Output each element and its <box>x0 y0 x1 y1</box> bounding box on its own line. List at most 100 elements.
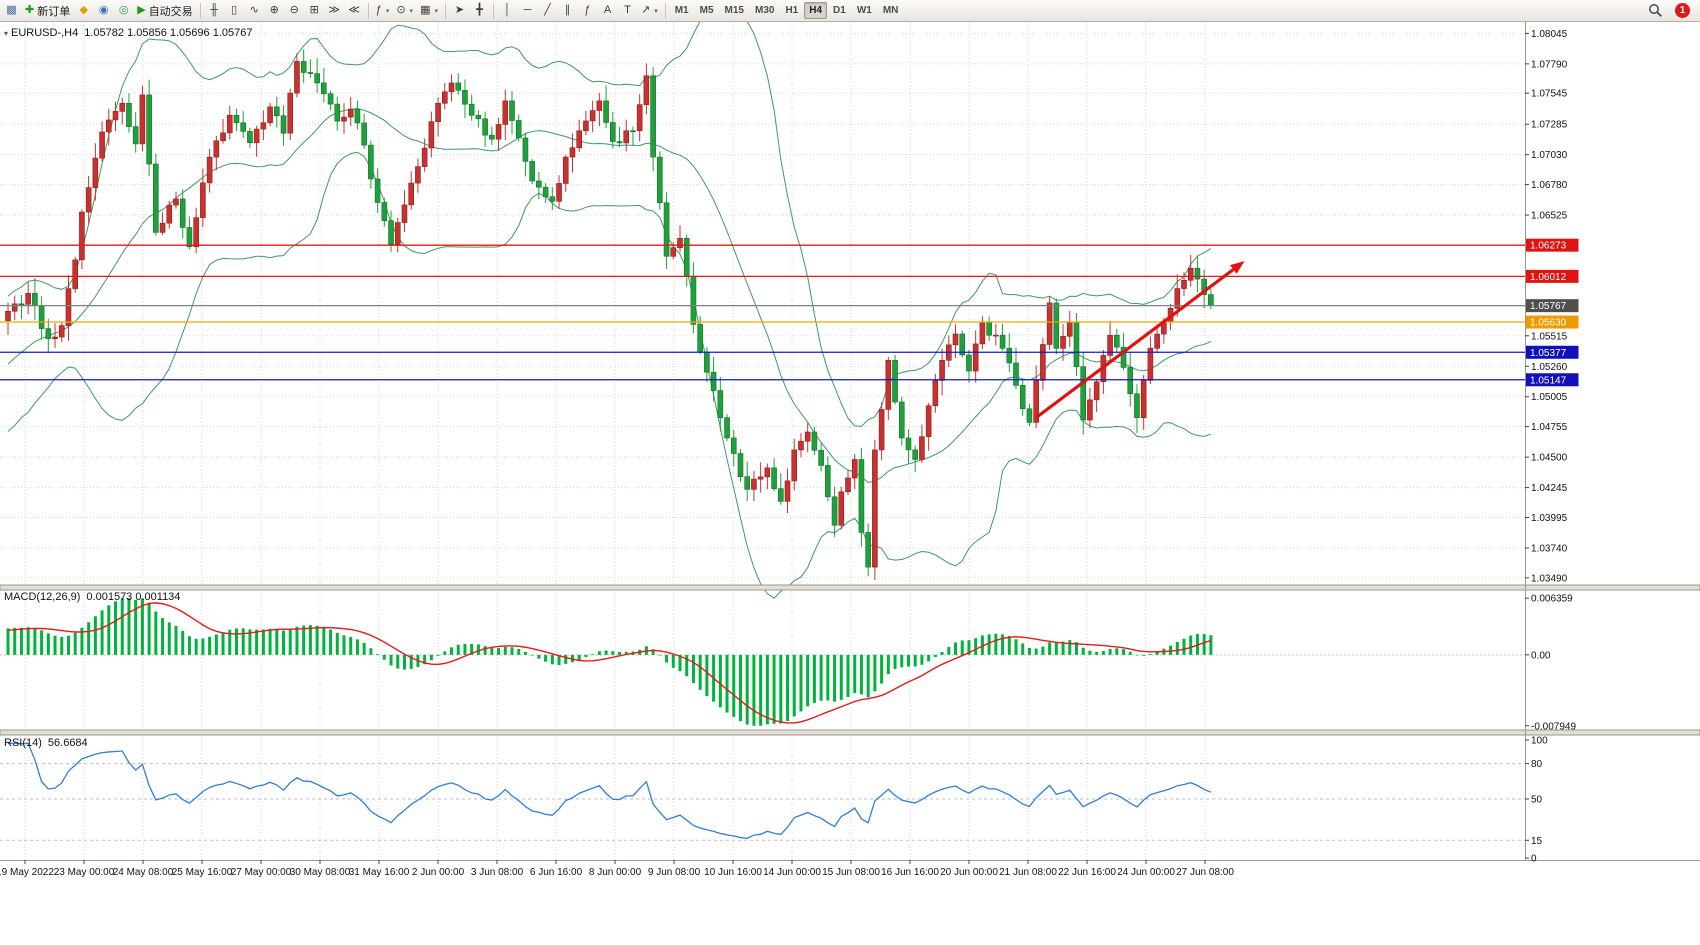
macd-histogram-bar <box>382 654 386 660</box>
market-watch-button[interactable]: ◉ <box>94 1 113 20</box>
candle-body <box>925 405 932 437</box>
timeframe-m30-button[interactable]: M30 <box>754 5 775 16</box>
channel-tool-icon: ∥ <box>564 4 571 16</box>
candle-body <box>139 94 146 145</box>
notification-badge[interactable]: 1 <box>1675 3 1690 18</box>
zoom-out-button[interactable]: ⊖ <box>285 1 304 20</box>
time-tick-label: 8 Jun 00:00 <box>589 867 642 878</box>
timeframe-w1-button[interactable]: W1 <box>856 5 872 16</box>
toolbar-separator <box>664 2 666 19</box>
channel-tool-button[interactable]: ∥ <box>558 1 577 20</box>
candle-body <box>300 61 307 73</box>
line-chart-mode-button[interactable]: ∿ <box>245 1 264 20</box>
fibonacci-tool-button[interactable]: ƒ <box>578 1 597 20</box>
templates-menu-button[interactable]: ▦ ▾ <box>417 1 441 20</box>
price-tick-label: 1.06525 <box>1531 211 1568 222</box>
cursor-tool-button[interactable]: ➤ <box>450 1 469 20</box>
zoom-in-button[interactable]: ⊕ <box>265 1 284 20</box>
search-icon[interactable] <box>1648 3 1663 18</box>
panel-divider[interactable] <box>0 584 1700 591</box>
label-tool-button[interactable]: T <box>618 1 637 20</box>
rsi-tick-label: 100 <box>1531 736 1548 747</box>
macd-histogram-bar <box>523 651 527 655</box>
macd-histogram-bar <box>147 602 151 655</box>
crosshair-tool-button[interactable]: ╋ <box>470 1 489 20</box>
macd-histogram-bar <box>167 622 171 655</box>
chart-area[interactable]: 1.06273 1.06012 1.05767 1.05630 1.05377 1.051… <box>0 22 1700 945</box>
time-tick-label: 27 May 00:00 <box>231 867 292 878</box>
new-chart-button[interactable]: ▩ <box>2 1 21 20</box>
macd-histogram-bar <box>705 654 709 697</box>
candlestick-mode-button[interactable]: ▯ <box>225 1 244 20</box>
candle-body <box>690 275 697 325</box>
candle-body <box>529 161 535 182</box>
macd-histogram-bar <box>6 628 10 655</box>
macd-histogram-bar <box>376 654 380 655</box>
timeframe-m5-button[interactable]: M5 <box>699 5 714 16</box>
trendline-tool-button[interactable]: ╱ <box>538 1 557 20</box>
time-tick-label: 25 May 16:00 <box>172 867 233 878</box>
candle-body <box>556 183 562 202</box>
chart-profiles-button[interactable]: ◆ <box>74 1 93 20</box>
price-tick-label: 1.07790 <box>1531 59 1568 70</box>
candle-body <box>287 92 294 134</box>
timeframe-d1-button[interactable]: D1 <box>833 5 846 16</box>
price-tick-label: 1.04500 <box>1531 453 1568 464</box>
candle-body <box>25 293 31 305</box>
price-level-label-box <box>1525 345 1579 359</box>
chart-shift-icon: ≪ <box>348 4 360 16</box>
timeframe-mn-button[interactable]: MN <box>882 5 899 16</box>
macd-tick-label: 0.00 <box>1531 650 1551 661</box>
chart-canvas[interactable]: 1.06273 1.06012 1.05767 1.05630 1.05377 1.051… <box>0 22 1700 945</box>
text-tool-button[interactable]: A <box>598 1 617 20</box>
candle-body <box>166 204 173 224</box>
chart-shift-button[interactable]: ≪ <box>345 1 364 20</box>
macd-histogram-bar <box>349 636 353 655</box>
tile-windows-button[interactable]: ⊞ <box>305 1 324 20</box>
trend-arrow-head[interactable] <box>1229 261 1245 274</box>
timeframe-h1-button[interactable]: H1 <box>785 5 799 16</box>
candle-body <box>993 334 999 337</box>
candle-body <box>919 436 925 460</box>
macd-histogram-bar <box>1054 642 1058 655</box>
rsi-tick-label: 50 <box>1531 795 1543 806</box>
candle-body <box>273 106 280 117</box>
navigator-button[interactable]: ◎ <box>114 1 133 20</box>
rsi-line <box>7 742 1212 840</box>
macd-histogram-bar <box>980 635 984 655</box>
new-order-icon: ✚ <box>25 4 35 16</box>
autotrading-icon: ▶ <box>137 4 146 16</box>
time-tick-label: 24 Jun 00:00 <box>1117 867 1175 878</box>
timeframe-m15-button[interactable]: M15 <box>724 5 744 16</box>
autotrading-button[interactable]: ▶ 自动交易 <box>134 1 195 20</box>
macd-histogram-bar <box>369 648 373 655</box>
candle-body <box>173 198 179 206</box>
macd-histogram-bar <box>450 647 454 655</box>
periods-menu-button[interactable]: ⊙ ▾ <box>393 1 416 20</box>
time-tick-label: 23 May 00:00 <box>54 867 115 878</box>
candle-body <box>1134 393 1140 418</box>
macd-histogram-bar <box>355 639 359 655</box>
auto-scroll-button[interactable]: ≫ <box>325 1 344 20</box>
macd-histogram-bar <box>544 654 548 662</box>
macd-histogram-bar <box>315 625 319 655</box>
macd-histogram-bar <box>362 642 366 655</box>
macd-histogram-bar <box>745 654 749 725</box>
macd-histogram-bar <box>1074 642 1078 655</box>
arrows-tool-button[interactable]: ↗ ▾ <box>638 1 661 20</box>
vertical-line-tool-button[interactable]: │ <box>498 1 517 20</box>
toolbar-separator <box>492 2 494 19</box>
horizontal-line-tool-button[interactable]: ─ <box>518 1 537 20</box>
candle-body <box>341 116 347 122</box>
timeframe-h4-button[interactable]: H4 <box>804 2 828 19</box>
macd-histogram-bar <box>826 654 830 701</box>
panel-divider[interactable] <box>0 729 1700 736</box>
new-order-button[interactable]: ✚ 新订单 <box>22 1 73 20</box>
trend-arrow-line[interactable] <box>1035 268 1235 419</box>
bar-chart-mode-button[interactable]: ╫ <box>205 1 224 20</box>
indicators-menu-button[interactable]: ƒ ▾ <box>373 1 393 20</box>
macd-histogram-bar <box>275 628 279 655</box>
candle-body <box>777 488 784 502</box>
timeframe-m1-button[interactable]: M1 <box>674 5 689 16</box>
macd-histogram-bar <box>1189 635 1193 655</box>
